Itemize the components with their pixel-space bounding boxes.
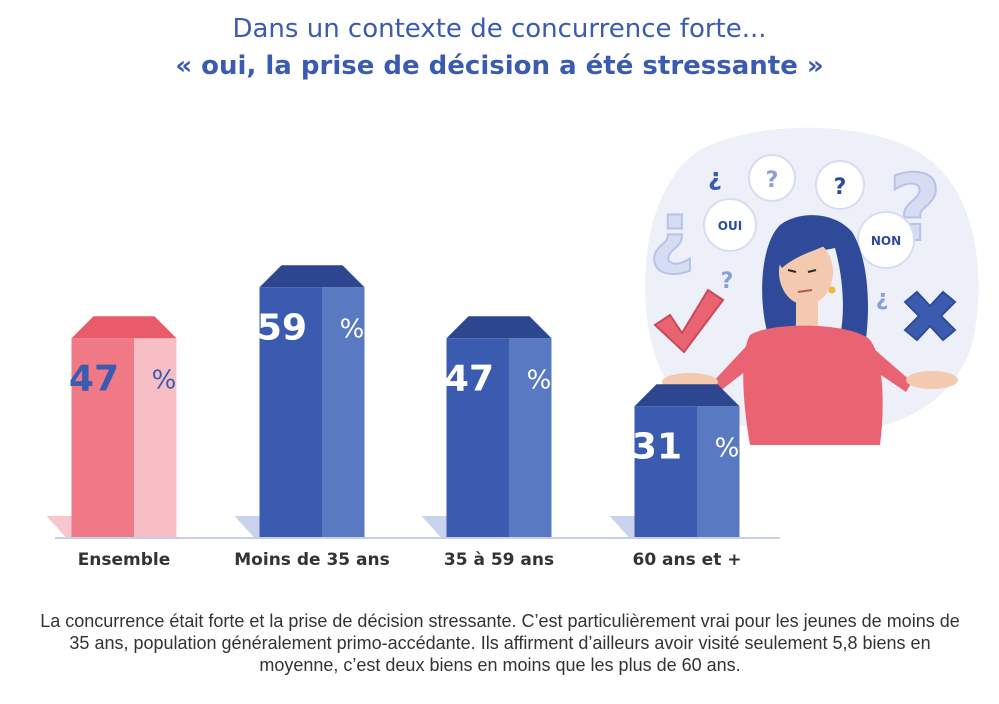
bar-side <box>134 338 177 538</box>
bar-value-label: 31 <box>632 426 682 467</box>
woman-right-hand <box>906 371 958 389</box>
bar-value-label: 47 <box>69 358 119 399</box>
caption-text: La concurrence était forte et la prise d… <box>40 611 960 675</box>
title-line-2: « oui, la prise de décision a été stress… <box>175 51 824 81</box>
oui-bubble-label: OUI <box>718 219 742 233</box>
small-question-mark-icon: ? <box>721 269 734 294</box>
category-tick-label: 35 à 59 ans <box>444 550 554 570</box>
woman-neck <box>796 300 818 328</box>
non-bubble <box>857 211 915 269</box>
bar-top <box>446 316 552 339</box>
woman-right-arm <box>862 342 912 392</box>
bar-side <box>509 338 552 538</box>
bars-group: 47 % Ensemble 59 % Moins de 35 ans 47 % 35 à 59 … <box>46 265 742 570</box>
woman-body <box>743 325 883 445</box>
bar-unit-label: % <box>715 433 740 463</box>
question-bubble-1 <box>748 154 796 202</box>
bar-unit-label: % <box>340 314 365 344</box>
woman-hair-fringe <box>778 230 835 268</box>
woman-eye-right <box>807 269 817 273</box>
bar-front <box>259 287 322 538</box>
bar-front <box>634 406 697 538</box>
woman-left-arm <box>710 340 760 395</box>
check-mark-icon <box>653 288 725 354</box>
bar-side <box>322 287 365 538</box>
small-inverted-question-mark-icon: ¿ <box>708 163 722 191</box>
question-bubble-2-mark: ? <box>834 175 847 200</box>
oui-bubble <box>703 198 757 252</box>
non-bubble-label: NON <box>871 234 901 248</box>
illustration-woman-questions: ? ¿ ¿ ? ¿ ? ? OUI NON <box>645 127 979 445</box>
woman-mouth <box>797 289 813 293</box>
bar-shadow <box>46 516 72 538</box>
big-inverted-question-mark-icon: ¿ <box>649 184 695 277</box>
bar-front <box>71 338 134 538</box>
bar-shadow <box>421 516 447 538</box>
bar-unit-label: % <box>527 365 552 395</box>
cross-icon <box>903 290 957 342</box>
bar-top <box>634 384 740 407</box>
woman-earring <box>828 286 836 294</box>
bar-front <box>446 338 509 538</box>
bar-top <box>259 265 365 288</box>
title-line-1: Dans un contexte de concurrence forte... <box>232 14 767 44</box>
bar-side <box>697 406 740 538</box>
question-bubble-2 <box>815 160 865 210</box>
woman-eye-left <box>787 269 797 273</box>
question-bubble-1-mark: ? <box>766 168 779 193</box>
category-tick-label: Moins de 35 ans <box>234 550 389 570</box>
bar-unit-label: % <box>152 365 177 395</box>
bar-value-label: 47 <box>444 358 494 399</box>
category-tick-label: Ensemble <box>78 550 171 570</box>
category-tick-label: 60 ans et + <box>632 550 741 570</box>
bar-top <box>71 316 177 339</box>
bar-chart: ? ¿ ¿ ? ¿ ? ? OUI NON 4 <box>46 127 979 570</box>
bar-shadow <box>234 516 260 538</box>
bar-shadow <box>609 516 635 538</box>
bar-value-label: 59 <box>257 307 307 348</box>
small-inverted-question-mark-icon-2: ¿ <box>876 286 889 311</box>
